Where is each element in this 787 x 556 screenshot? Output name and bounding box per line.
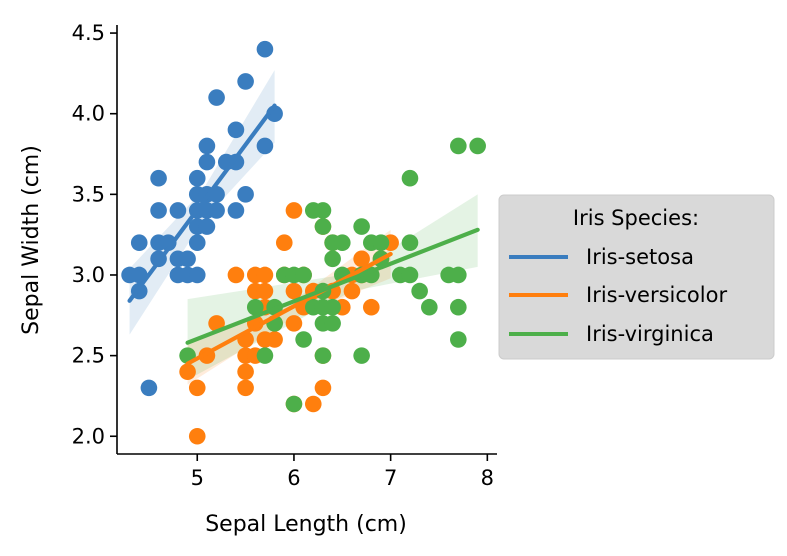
iris-virginica-point bbox=[324, 250, 341, 268]
legend: Iris Species: Iris-setosa Iris-versicolo… bbox=[498, 194, 775, 360]
legend-label-setosa: Iris-setosa bbox=[586, 245, 694, 269]
iris-setosa-point bbox=[150, 202, 167, 219]
iris-versicolor-point bbox=[314, 379, 332, 397]
iris-virginica-point bbox=[333, 234, 351, 252]
regression-lines bbox=[127, 103, 480, 366]
iris-virginica-point bbox=[285, 395, 303, 413]
iris-setosa-point bbox=[198, 218, 216, 235]
y-tick-label: 3.0 bbox=[72, 263, 105, 287]
iris-virginica-point bbox=[314, 347, 332, 364]
iris-setosa-point bbox=[179, 250, 196, 268]
y-tick-label: 4.5 bbox=[72, 21, 105, 45]
iris-versicolor-point bbox=[237, 363, 254, 381]
legend-box bbox=[498, 194, 775, 360]
iris-versicolor-regression-line bbox=[185, 251, 393, 366]
iris-versicolor-point bbox=[227, 266, 245, 284]
y-tick-label: 2.0 bbox=[72, 424, 105, 448]
iris-virginica-point bbox=[401, 234, 419, 252]
iris-setosa-point bbox=[188, 169, 206, 187]
iris-virginica-point bbox=[353, 347, 370, 364]
iris-versicolor-point bbox=[256, 266, 274, 284]
iris-virginica-point bbox=[314, 218, 332, 235]
iris-versicolor-point bbox=[237, 379, 254, 397]
iris-virginica-point bbox=[411, 282, 428, 300]
y-tick-label: 4.0 bbox=[72, 102, 105, 126]
plot-area bbox=[121, 40, 486, 445]
iris-virginica-point bbox=[450, 266, 467, 284]
iris-setosa-point bbox=[208, 89, 225, 106]
iris-versicolor-point bbox=[179, 363, 196, 381]
iris-setosa-point bbox=[188, 266, 206, 284]
iris-versicolor-point bbox=[353, 250, 370, 268]
iris-virginica-point bbox=[256, 347, 274, 364]
iris-virginica-point bbox=[314, 202, 332, 219]
iris-virginica-point bbox=[353, 218, 370, 235]
y-tick-label: 2.5 bbox=[72, 344, 105, 368]
iris-setosa-point bbox=[237, 73, 254, 90]
iris-versicolor-point bbox=[188, 427, 206, 445]
iris-setosa-point bbox=[198, 153, 216, 171]
x-axis-label: Sepal Length (cm) bbox=[205, 512, 407, 537]
iris-setosa-point bbox=[169, 202, 187, 219]
scatter-points bbox=[121, 40, 486, 445]
iris-setosa-regression-line bbox=[127, 103, 277, 303]
iris-virginica-point bbox=[372, 234, 390, 252]
iris-versicolor-point bbox=[304, 395, 322, 413]
x-tick-label: 7 bbox=[384, 466, 397, 490]
iris-setosa-point bbox=[227, 121, 245, 139]
iris-versicolor-point bbox=[208, 315, 225, 332]
iris-virginica-point bbox=[324, 298, 341, 316]
legend-label-versicolor: Iris-versicolor bbox=[586, 283, 727, 307]
x-tick-label: 8 bbox=[481, 466, 494, 490]
y-axis-ticks: 2.0 2.5 3.0 3.5 4.0 4.5 bbox=[72, 21, 117, 448]
x-tick-label: 6 bbox=[287, 466, 300, 490]
iris-virginica-point bbox=[401, 169, 419, 187]
iris-setosa-point bbox=[130, 234, 148, 252]
iris-versicolor-point bbox=[285, 282, 303, 300]
iris-versicolor-point bbox=[188, 379, 206, 397]
iris-setosa-point bbox=[208, 202, 225, 219]
iris-setosa-point bbox=[188, 234, 206, 252]
iris-setosa-point bbox=[256, 137, 274, 155]
iris-virginica-point bbox=[469, 137, 486, 155]
iris-setosa-point bbox=[227, 202, 245, 219]
iris-virginica-point bbox=[324, 315, 341, 332]
legend-label-virginica: Iris-virginica bbox=[586, 322, 714, 346]
iris-virginica-point bbox=[450, 137, 467, 155]
iris-virginica-point bbox=[295, 266, 312, 284]
iris-versicolor-point bbox=[275, 234, 293, 252]
iris-versicolor-point bbox=[285, 202, 303, 219]
iris-versicolor-point bbox=[256, 282, 274, 300]
iris-setosa-point bbox=[256, 40, 274, 58]
y-axis-label: Sepal Width (cm) bbox=[19, 145, 44, 335]
iris-versicolor-point bbox=[363, 298, 380, 316]
iris-setosa-point bbox=[159, 234, 177, 252]
iris-versicolor-point bbox=[266, 331, 283, 348]
y-tick-label: 3.5 bbox=[72, 182, 105, 206]
iris-setosa-point bbox=[198, 137, 216, 155]
iris-virginica-regression-line bbox=[185, 227, 480, 345]
legend-title: Iris Species: bbox=[573, 206, 699, 230]
iris-setosa-point bbox=[150, 169, 167, 187]
iris-virginica-point bbox=[401, 266, 419, 284]
x-axis-ticks: 5 6 7 8 bbox=[191, 454, 494, 490]
iris-setosa-point bbox=[140, 379, 158, 397]
iris-setosa-point bbox=[237, 186, 254, 203]
iris-virginica-point bbox=[450, 331, 467, 348]
iris-virginica-point bbox=[295, 331, 312, 348]
iris-virginica-point bbox=[421, 298, 438, 316]
iris-virginica-point bbox=[246, 298, 264, 316]
x-tick-label: 5 bbox=[191, 466, 204, 490]
iris-virginica-point bbox=[450, 298, 467, 316]
iris-versicolor-point bbox=[343, 282, 361, 300]
iris-versicolor-point bbox=[285, 315, 303, 332]
